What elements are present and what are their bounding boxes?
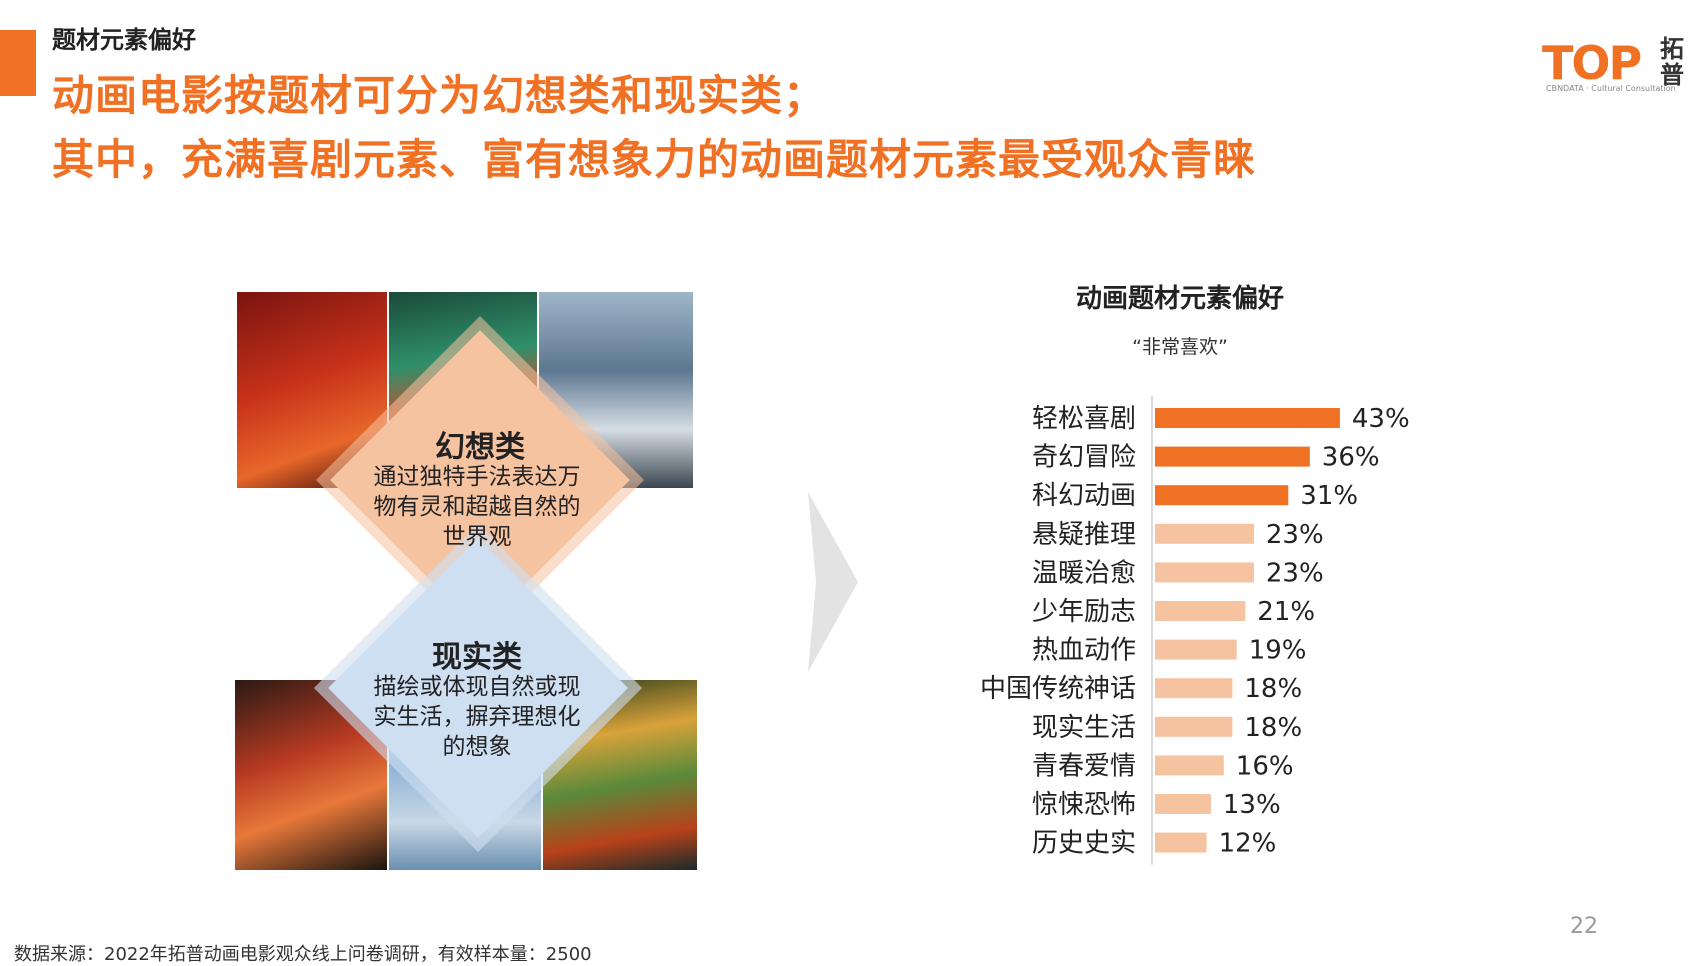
section-label: 题材元素偏好 bbox=[52, 26, 196, 54]
category-label: 奇幻冒险 bbox=[1032, 443, 1136, 473]
reality-description: 描绘或体现自然或现实生活，摒弃理想化的想象 bbox=[373, 674, 581, 760]
bar bbox=[1155, 485, 1289, 506]
bar bbox=[1155, 755, 1224, 776]
bar bbox=[1155, 794, 1211, 814]
category-label: 惊悚恐怖 bbox=[1032, 790, 1136, 820]
category-label: 青春爱情 bbox=[1032, 751, 1136, 781]
value-label: 23% bbox=[1266, 558, 1324, 588]
value-label: 16% bbox=[1236, 751, 1294, 781]
category-label: 悬疑推理 bbox=[1032, 520, 1136, 550]
category-label: 轻松喜剧 bbox=[1032, 404, 1136, 434]
bar bbox=[1155, 446, 1310, 467]
value-label: 18% bbox=[1244, 713, 1302, 743]
accent-bar bbox=[0, 30, 36, 96]
bar bbox=[1155, 408, 1340, 428]
fantasy-title: 幻想类 bbox=[435, 430, 525, 465]
chart-title: 动画题材元素偏好 bbox=[1075, 284, 1284, 314]
data-source-note: 数据来源：2022年拓普动画电影观众线上问卷调研，有效样本量：2500 bbox=[14, 944, 592, 965]
bar bbox=[1155, 716, 1233, 737]
value-label: 13% bbox=[1223, 790, 1281, 820]
value-label: 21% bbox=[1257, 597, 1315, 627]
value-label: 43% bbox=[1352, 404, 1410, 434]
bar bbox=[1155, 601, 1246, 621]
bar bbox=[1155, 678, 1233, 699]
logo-subtext: CBNDATA · Cultural Consultation bbox=[1546, 84, 1676, 93]
category-label: 热血动作 bbox=[1032, 636, 1136, 666]
category-label: 温暖治愈 bbox=[1032, 558, 1136, 588]
headline-line-1: 动画电影按题材可分为幻想类和现实类； bbox=[52, 71, 827, 120]
category-label: 历史史实 bbox=[1032, 829, 1136, 859]
value-label: 18% bbox=[1244, 674, 1302, 704]
category-label: 少年励志 bbox=[1032, 597, 1136, 627]
value-label: 36% bbox=[1322, 443, 1380, 473]
category-label: 中国传统神话 bbox=[980, 674, 1136, 704]
bar bbox=[1155, 562, 1254, 583]
value-label: 31% bbox=[1300, 481, 1358, 511]
headline-line-2: 其中，充满喜剧元素、富有想象力的动画题材元素最受观众青睐 bbox=[52, 135, 1257, 184]
category-label: 科幻动画 bbox=[1032, 481, 1136, 511]
value-label: 12% bbox=[1219, 829, 1277, 859]
top-logo: TOP bbox=[1542, 36, 1642, 90]
fantasy-description: 通过独特手法表达万物有灵和超越自然的世界观 bbox=[373, 464, 581, 550]
chevron-right-icon bbox=[808, 492, 858, 672]
logo-chinese: 拓普 bbox=[1660, 35, 1684, 89]
bar bbox=[1155, 832, 1207, 853]
value-label: 23% bbox=[1266, 520, 1324, 550]
category-label: 现实生活 bbox=[1032, 713, 1136, 743]
page-number: 22 bbox=[1570, 914, 1598, 939]
value-label: 19% bbox=[1249, 636, 1307, 666]
chart-subtitle: “非常喜欢” bbox=[1132, 336, 1228, 358]
bar bbox=[1155, 639, 1237, 660]
bar bbox=[1155, 523, 1254, 544]
reality-title: 现实类 bbox=[432, 640, 522, 675]
